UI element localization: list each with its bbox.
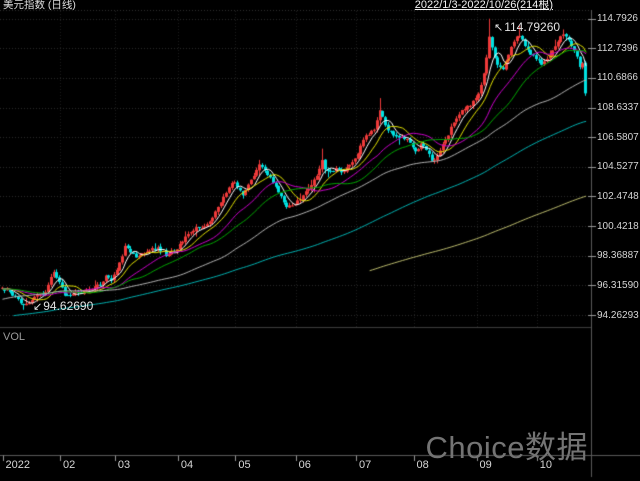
x-axis-month-label: 03 (117, 459, 131, 471)
x-axis-month-label: 04 (180, 459, 194, 471)
date-range-label: 2022/1/3-2022/10/26(214根) (414, 0, 553, 11)
x-axis-month-label: 07 (358, 459, 372, 471)
x-axis-month-label: 08 (416, 459, 429, 471)
x-axis-month-label: 09 (479, 459, 492, 471)
watermark: Choice数据 (425, 430, 588, 465)
y-axis-tick-label: 106.5807 (597, 131, 639, 143)
high-annotation: ↖114.79260 (494, 21, 560, 34)
arrow-down-left-icon: ↙ (33, 301, 43, 313)
y-axis-tick-label: 108.6337 (597, 102, 639, 114)
y-axis-tick-label: 100.4218 (597, 220, 639, 232)
y-axis-tick-label: 102.4748 (597, 190, 639, 202)
y-axis-tick-label: 110.6866 (597, 72, 638, 84)
x-axis-month-label: 06 (298, 459, 311, 471)
x-axis-month-label: 05 (238, 459, 251, 471)
y-axis-tick-label: 96.31590 (597, 279, 639, 291)
x-axis-month-label: 10 (539, 459, 553, 471)
y-axis-tick-label: 98.36887 (597, 250, 639, 262)
high-value-label: 114.79260 (504, 20, 561, 34)
low-value-label: 94.62690 (43, 299, 94, 313)
arrow-up-left-icon: ↖ (494, 22, 504, 34)
y-axis-tick-label: 114.7926 (597, 13, 638, 25)
y-axis-tick-label: 112.7396 (597, 42, 638, 54)
x-axis-month-label: 02 (63, 459, 76, 471)
page-title: 美元指数 (日线) (3, 0, 76, 11)
y-axis-tick-label: 94.26293 (597, 309, 639, 321)
vol-pane-label: VOL (3, 331, 26, 343)
low-annotation: ↙94.62690 (33, 300, 93, 313)
x-axis-month-label: 2022 (5, 459, 30, 471)
y-axis-tick-label: 104.5277 (597, 161, 639, 173)
